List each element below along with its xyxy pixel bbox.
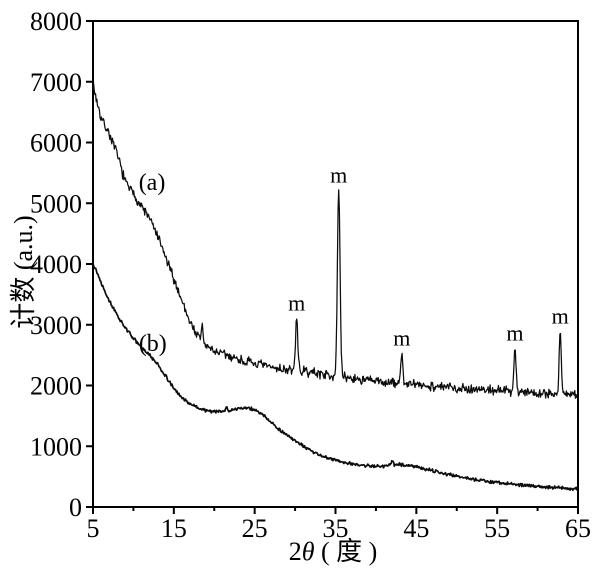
peak-label-m: m: [552, 303, 569, 328]
curve-label-b: (b): [139, 331, 167, 357]
y-tick-label: 2000: [30, 372, 82, 401]
x-tick-label: 45: [403, 514, 429, 543]
y-tick-label: 6000: [30, 129, 82, 158]
y-tick-label: 5000: [30, 189, 82, 218]
y-tick-label: 1000: [30, 432, 82, 461]
y-tick-label: 8000: [30, 7, 82, 36]
peak-label-m: m: [506, 321, 523, 346]
plot-border: [92, 20, 579, 508]
curve-label-a: (a): [139, 170, 166, 196]
y-tick-label: 7000: [30, 68, 82, 97]
y-tick-label: 0: [69, 493, 82, 522]
y-tick-label: 4000: [30, 250, 82, 279]
x-tick-label: 5: [87, 514, 100, 543]
x-tick-label: 35: [323, 514, 349, 543]
y-axis-title: 计数 (a.u.): [9, 215, 38, 329]
peak-label-m: m: [330, 162, 347, 187]
peak-label-m: m: [393, 325, 410, 350]
x-tick-label: 55: [484, 514, 510, 543]
x-tick-label: 65: [565, 514, 591, 543]
x-axis-title-unit: ( 度 ): [314, 537, 378, 566]
peak-label-m: m: [288, 290, 305, 315]
x-axis-title-theta: θ: [301, 537, 315, 566]
x-axis-title-2: 2: [288, 537, 302, 566]
x-axis-title: 2θ ( 度 ): [289, 539, 378, 565]
x-tick-label: 25: [242, 514, 268, 543]
curve-b: [92, 262, 579, 492]
curve-a: [92, 82, 579, 399]
y-axis-title-unit: (a.u.): [9, 215, 38, 277]
x-tick-label: 15: [161, 514, 187, 543]
y-axis-title-cjk: 计数: [9, 276, 38, 329]
y-tick-label: 3000: [30, 311, 82, 340]
